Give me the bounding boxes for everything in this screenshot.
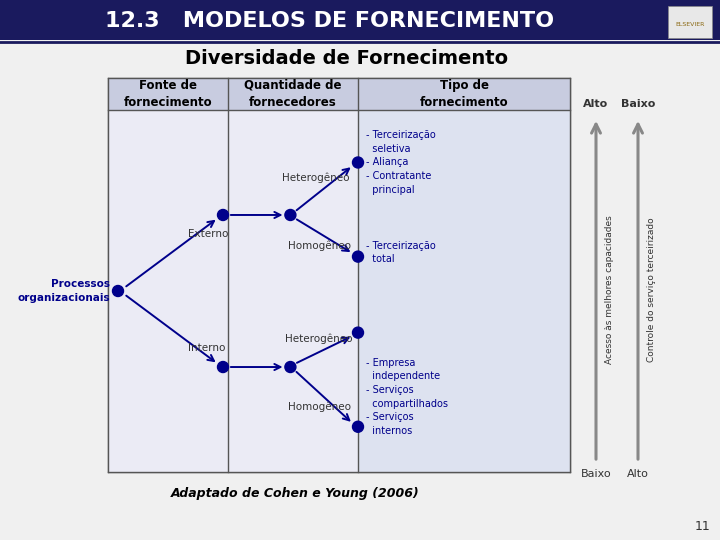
Text: Heterogêneo: Heterogêneo (285, 333, 353, 344)
Text: Quantidade de
fornecedores: Quantidade de fornecedores (244, 79, 342, 109)
Text: Interno: Interno (188, 343, 225, 353)
Circle shape (112, 286, 124, 296)
Text: 11: 11 (695, 519, 711, 532)
Text: Fonte de
fornecimento: Fonte de fornecimento (124, 79, 212, 109)
Text: Alto: Alto (583, 99, 608, 109)
Circle shape (353, 327, 364, 338)
Text: Adaptado de Cohen e Young (2006): Adaptado de Cohen e Young (2006) (171, 488, 419, 501)
Circle shape (217, 361, 228, 373)
Circle shape (353, 157, 364, 168)
Circle shape (353, 421, 364, 432)
Text: - Terceirização
  seletiva
- Aliança
- Contratante
  principal: - Terceirização seletiva - Aliança - Con… (366, 130, 436, 195)
Text: Diversidade de Fornecimento: Diversidade de Fornecimento (185, 50, 508, 69)
Bar (0, 0, 720, 40)
Text: Homogêneo: Homogêneo (288, 402, 351, 413)
Text: Baixo: Baixo (581, 469, 611, 479)
Circle shape (217, 210, 228, 220)
Text: Controle do serviço terceirizado: Controle do serviço terceirizado (647, 218, 656, 362)
Circle shape (353, 251, 364, 262)
Text: - Terceirização
  total: - Terceirização total (366, 241, 436, 265)
Text: Alto: Alto (627, 469, 649, 479)
Text: Externo: Externo (188, 229, 228, 239)
Bar (108, 78, 570, 472)
Text: 12.3   MODELOS DE FORNECIMENTO: 12.3 MODELOS DE FORNECIMENTO (105, 11, 554, 31)
Circle shape (285, 210, 296, 220)
Text: Acesso às melhores capacidades: Acesso às melhores capacidades (605, 215, 614, 364)
FancyBboxPatch shape (668, 6, 712, 38)
Bar (358, 78, 570, 472)
Circle shape (285, 361, 296, 373)
Text: ELSEVIER: ELSEVIER (675, 23, 705, 28)
Bar (228, 78, 358, 472)
Text: Homogêneo: Homogêneo (288, 241, 351, 251)
Bar (108, 78, 228, 472)
Text: - Empresa
  independente
- Serviços
  compartilhados
- Serviços
  internos: - Empresa independente - Serviços compar… (366, 357, 448, 436)
Text: Tipo de
fornecimento: Tipo de fornecimento (420, 79, 508, 109)
Text: Baixo: Baixo (621, 99, 655, 109)
Bar (108, 78, 570, 110)
Text: Heterogêneo: Heterogêneo (282, 172, 350, 183)
Text: Processos
organizacionais: Processos organizacionais (17, 279, 110, 302)
